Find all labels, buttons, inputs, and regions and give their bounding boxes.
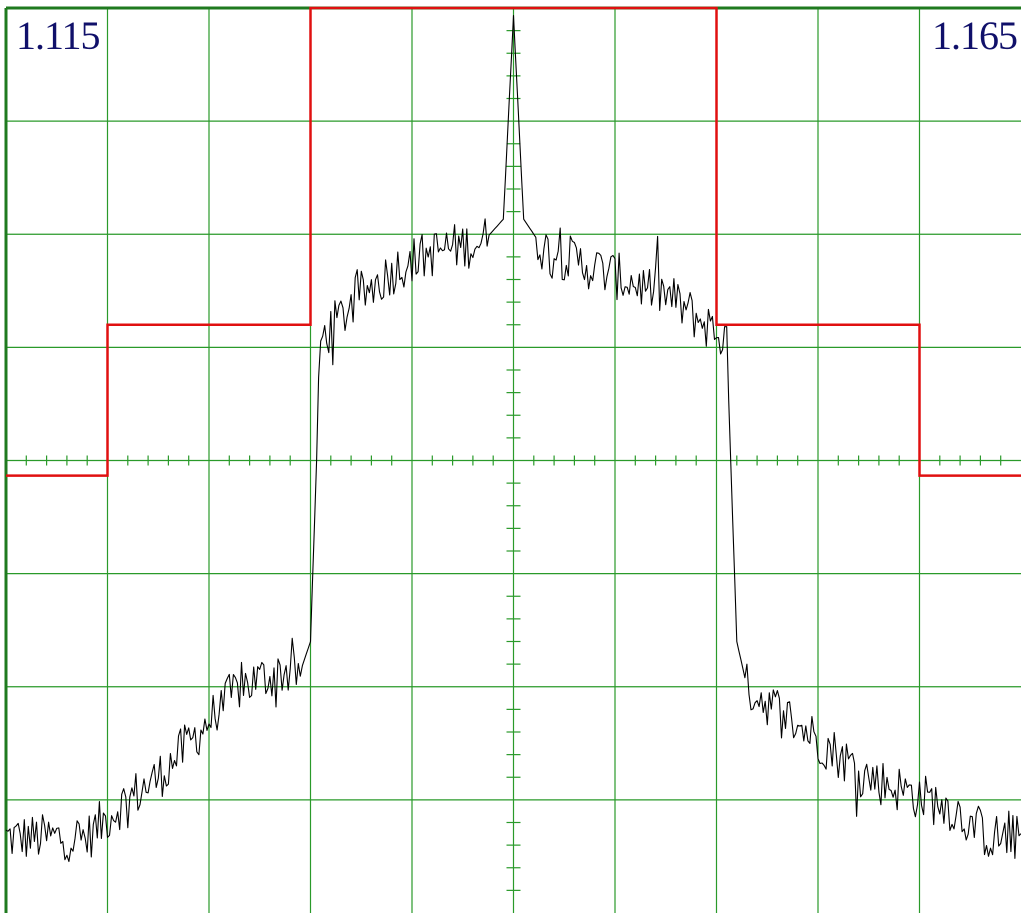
stop-frequency-label: 1.165	[932, 13, 1018, 58]
spectrum-trace-line	[5, 14, 1021, 863]
emission-mask-line	[6, 6, 1021, 477]
start-frequency-label: 1.115	[16, 13, 101, 58]
